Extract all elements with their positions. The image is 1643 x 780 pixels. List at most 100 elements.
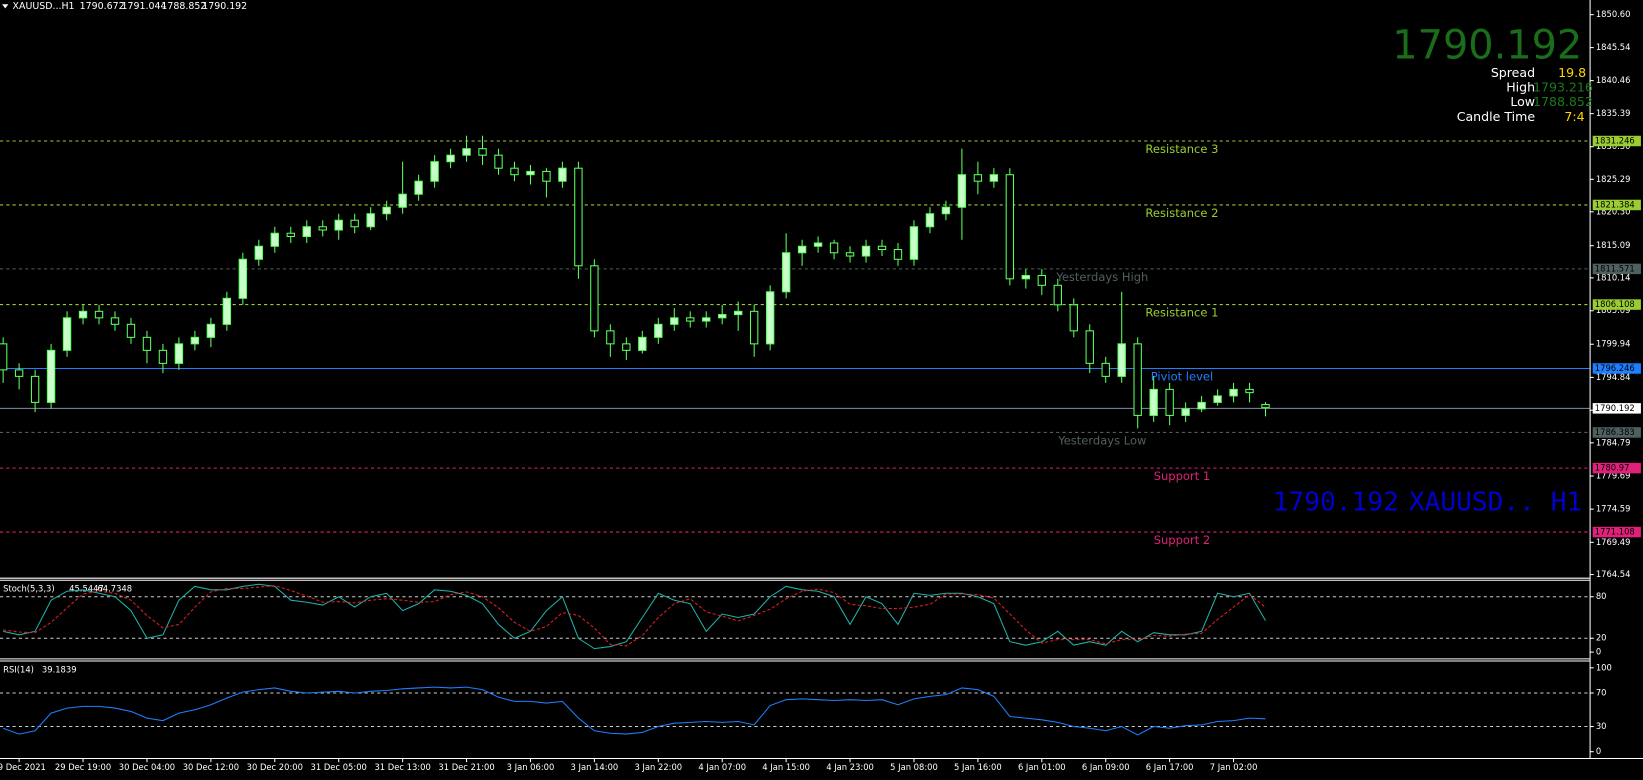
level-tag bbox=[1592, 299, 1641, 310]
level-label: Resistance 1 bbox=[1145, 305, 1218, 319]
candle-body bbox=[382, 206, 391, 215]
level-tag-value: 1780.97 bbox=[1595, 463, 1630, 473]
candle-body bbox=[1053, 284, 1062, 306]
x-tick-label: 30 Dec 12:00 bbox=[183, 762, 239, 772]
spread-value: 19.8 bbox=[1558, 65, 1586, 80]
candle-body bbox=[925, 213, 935, 228]
menu-arrow[interactable] bbox=[2, 4, 9, 9]
level-tag-value: 1806.108 bbox=[1595, 299, 1635, 309]
candle-body bbox=[1261, 404, 1270, 409]
candle-body bbox=[909, 226, 919, 260]
candle-body bbox=[14, 369, 24, 377]
level-label: Yesterdays High bbox=[1055, 270, 1148, 284]
candle-body bbox=[1117, 343, 1126, 377]
candle-body bbox=[734, 310, 743, 316]
candle-body bbox=[46, 349, 56, 403]
x-tick-label: 29 Dec 19:00 bbox=[55, 762, 111, 772]
x-tick-label: 4 Jan 23:00 bbox=[826, 762, 874, 772]
level-tag bbox=[1592, 263, 1641, 275]
candle-body bbox=[1133, 343, 1142, 416]
x-tick-label: 30 Dec 20:00 bbox=[247, 762, 303, 772]
candle-body bbox=[446, 154, 455, 163]
candle-body bbox=[686, 317, 695, 322]
y-tick-label: 1850.60 bbox=[1596, 9, 1631, 19]
indicator-line bbox=[3, 583, 1266, 650]
low-value: 1788.852 bbox=[1533, 94, 1593, 109]
candle-body bbox=[622, 343, 631, 351]
y-tick-label: 1769.49 bbox=[1596, 537, 1631, 547]
level-tag-value: 1821.384 bbox=[1595, 199, 1635, 209]
level-tag bbox=[1592, 363, 1641, 374]
level-tag bbox=[1592, 135, 1641, 147]
x-tick-label: 31 Dec 21:00 bbox=[438, 762, 494, 772]
y-tick-label: 70 bbox=[1596, 687, 1607, 697]
candle-body bbox=[638, 336, 647, 351]
candle-body bbox=[574, 167, 583, 267]
candle-body bbox=[126, 323, 136, 338]
y-tick-label: 1820.30 bbox=[1596, 206, 1631, 216]
candle-body bbox=[973, 174, 983, 182]
x-tick-label: 6 Jan 09:00 bbox=[1082, 762, 1130, 772]
candle-body bbox=[957, 174, 967, 208]
candle-body bbox=[526, 170, 535, 176]
candle-body bbox=[270, 232, 279, 247]
candle-body bbox=[670, 317, 679, 325]
candle-body bbox=[286, 232, 295, 238]
candle-body bbox=[1037, 275, 1046, 286]
watermark-price: 1790.192 bbox=[1273, 488, 1399, 518]
y-tick-label: 0 bbox=[1596, 746, 1601, 756]
candle-body bbox=[414, 180, 423, 195]
candle-time-value: 7:4 bbox=[1564, 109, 1584, 124]
candle-body bbox=[78, 310, 88, 319]
candle-body bbox=[749, 310, 759, 345]
candle-body bbox=[462, 148, 471, 156]
header-low: 1788.852 bbox=[161, 1, 206, 12]
level-label: Support 1 bbox=[1154, 469, 1211, 483]
x-tick-label: 3 Jan 06:00 bbox=[507, 762, 555, 772]
candles bbox=[0, 135, 1270, 429]
y-tick-label: 30 bbox=[1596, 721, 1607, 731]
candle-body bbox=[829, 242, 839, 254]
level-tag bbox=[1592, 526, 1641, 538]
candle-body bbox=[893, 248, 903, 260]
high-value: 1793.216 bbox=[1533, 80, 1593, 95]
x-tick-label: 4 Jan 07:00 bbox=[698, 762, 746, 772]
x-tick-label: 5 Jan 08:00 bbox=[890, 762, 938, 772]
candle-body bbox=[158, 349, 168, 364]
level-tag-value: 1771.108 bbox=[1595, 527, 1635, 537]
candle-body bbox=[797, 245, 807, 254]
candle-body bbox=[110, 317, 120, 325]
header-close: 1790.192 bbox=[202, 1, 247, 12]
candle-body bbox=[606, 330, 615, 345]
candle-body bbox=[1213, 395, 1222, 403]
y-tick-label: 1784.79 bbox=[1596, 437, 1631, 447]
x-tick-label: 3 Jan 22:00 bbox=[634, 762, 682, 772]
level-tag-value: 1811.571 bbox=[1595, 263, 1635, 273]
candle-body bbox=[1069, 304, 1078, 332]
candle-body bbox=[542, 170, 551, 182]
y-tick-label: 1805.09 bbox=[1596, 305, 1631, 315]
y-tick-label: 1764.54 bbox=[1596, 569, 1631, 579]
candle-body bbox=[430, 161, 439, 182]
candle-body bbox=[206, 323, 216, 338]
candle-body bbox=[1149, 388, 1158, 416]
candle-body bbox=[350, 219, 359, 228]
candle-body bbox=[989, 174, 999, 182]
header-open: 1790.672 bbox=[80, 1, 125, 12]
candle-body bbox=[510, 167, 519, 176]
y-tick-label: 1799.94 bbox=[1596, 339, 1631, 349]
candle-body bbox=[302, 226, 311, 238]
x-tick-label: 29 Dec 2021 bbox=[0, 762, 46, 772]
level-tag bbox=[1592, 462, 1641, 474]
candle-body bbox=[1005, 174, 1015, 280]
header-symbol: XAUUSD...H1 bbox=[13, 1, 75, 12]
candle-body bbox=[222, 297, 232, 325]
level-tag bbox=[1592, 427, 1641, 438]
candle-body bbox=[142, 336, 152, 351]
candle-body bbox=[30, 375, 40, 403]
y-tick-label: 1835.39 bbox=[1596, 108, 1631, 118]
candle-body bbox=[94, 310, 104, 319]
